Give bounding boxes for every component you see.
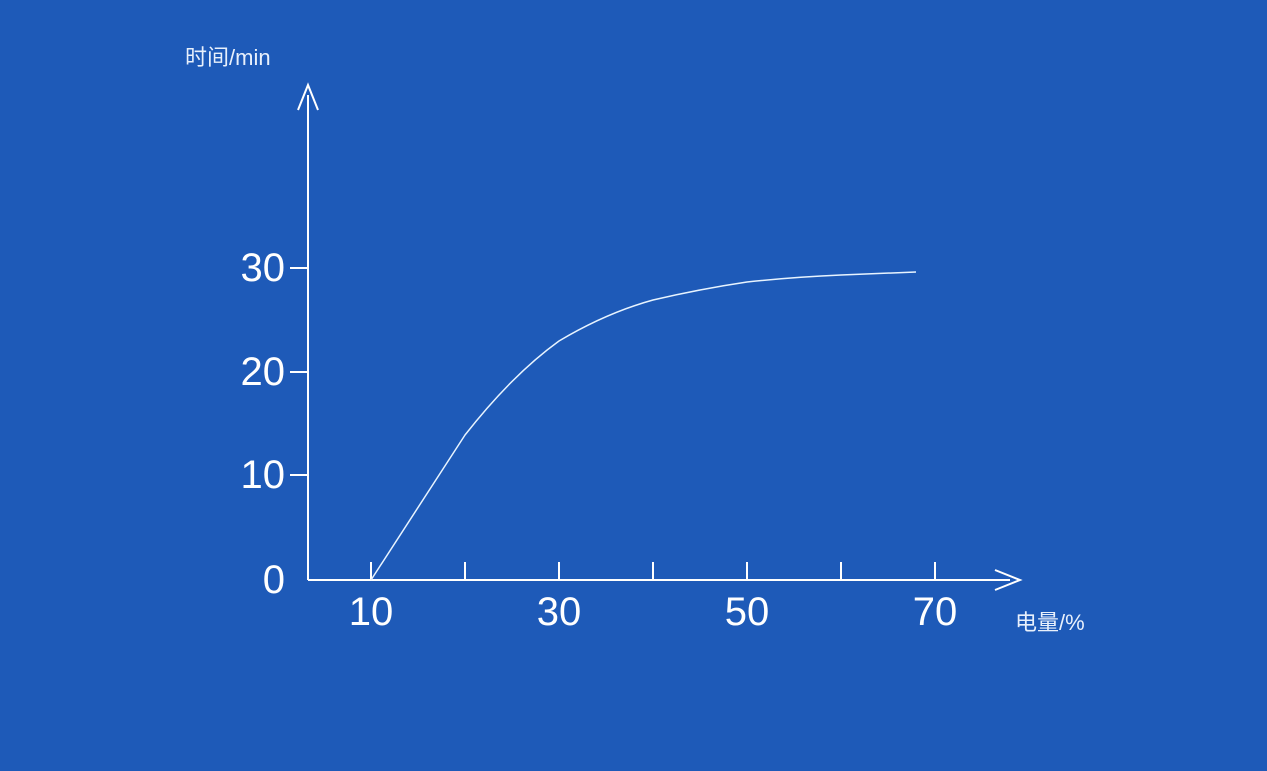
- y-tick-label-20: 20: [225, 350, 285, 395]
- chart-container: 时间/min 电量/% 0 10 20 30 10 30 50 70: [0, 0, 1267, 771]
- y-tick-label-30: 30: [225, 246, 285, 291]
- x-tick-label-10: 10: [341, 590, 401, 635]
- x-axis-label: 电量/%: [1015, 605, 1085, 637]
- y-axis-label: 时间/min: [185, 40, 271, 72]
- chart-svg: [0, 0, 1267, 771]
- y-tick-label-10: 10: [225, 453, 285, 498]
- x-tick-label-70: 70: [905, 590, 965, 635]
- x-tick-label-50: 50: [717, 590, 777, 635]
- data-curve: [371, 272, 916, 580]
- x-tick-label-30: 30: [529, 590, 589, 635]
- y-tick-label-0: 0: [235, 558, 285, 603]
